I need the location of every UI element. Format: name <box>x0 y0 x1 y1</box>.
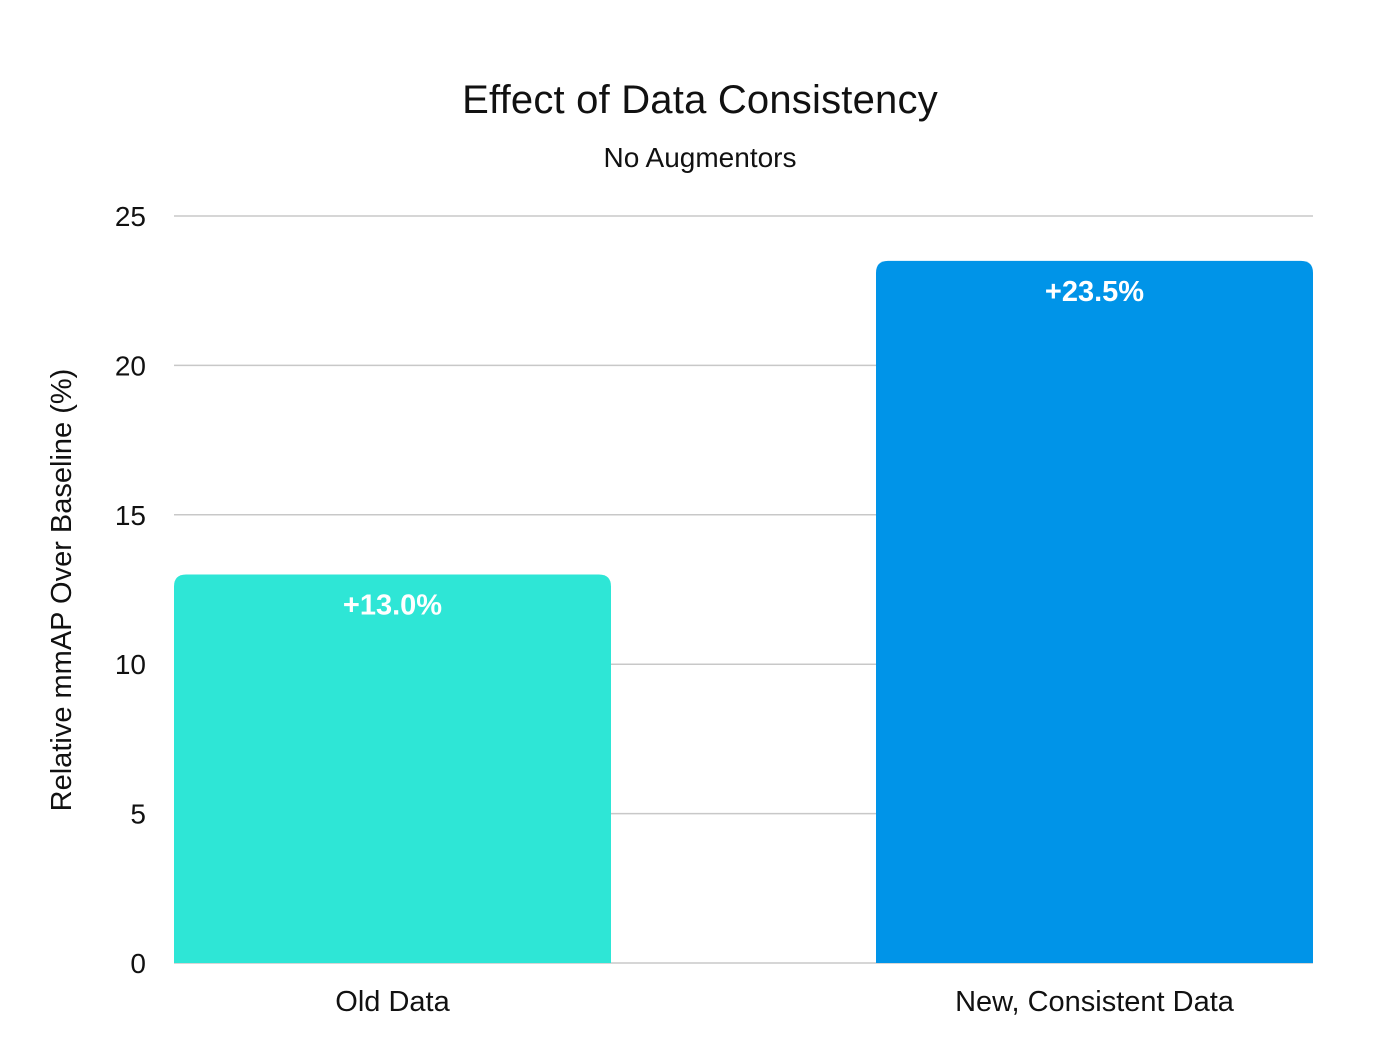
bar-data-label: +23.5% <box>1045 276 1144 308</box>
y-tick-label: 15 <box>115 500 146 531</box>
y-axis-ticks: 0 5 10 15 20 25 <box>115 201 146 979</box>
y-axis-title: Relative mmAP Over Baseline (%) <box>46 369 78 812</box>
x-category-label: Old Data <box>335 986 450 1018</box>
bar-2 <box>876 261 1313 963</box>
bar-1 <box>174 575 611 963</box>
y-tick-label: 0 <box>130 948 146 979</box>
x-axis-categories: Old Data New, Consistent Data <box>335 986 1235 1018</box>
y-tick-label: 5 <box>130 799 146 830</box>
y-tick-label: 25 <box>115 201 146 232</box>
y-tick-label: 20 <box>115 350 146 381</box>
y-tick-label: 10 <box>115 649 146 680</box>
x-category-label: New, Consistent Data <box>955 986 1235 1018</box>
bar-data-label: +13.0% <box>343 590 442 622</box>
